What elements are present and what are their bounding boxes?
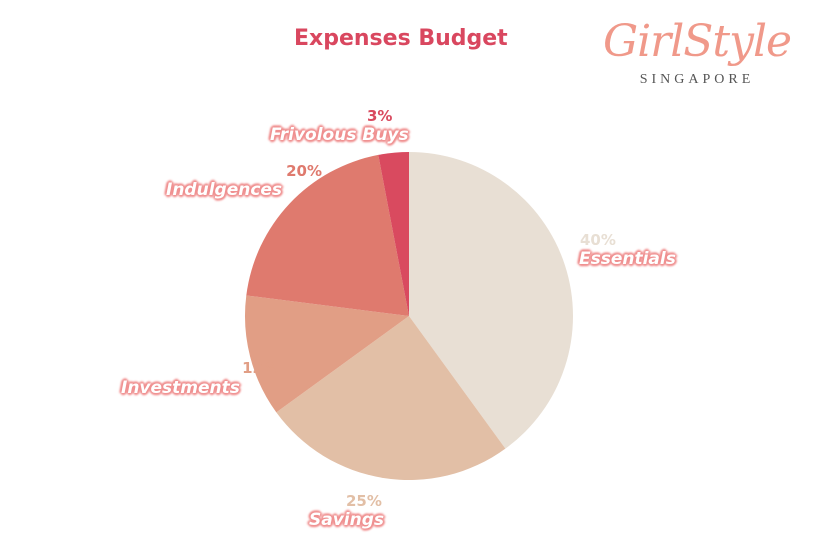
value-label: 25% (346, 492, 382, 510)
pie-slice-savings (276, 316, 506, 480)
pie-slice-indulgences (246, 154, 409, 316)
category-label: Frivolous Buys (270, 125, 409, 145)
category-label: Essentials (579, 249, 676, 269)
value-label: 12% (242, 359, 278, 377)
chart-title: Expenses Budget (294, 26, 508, 51)
logo-subtitle: SINGAPORE (639, 72, 755, 87)
category-label: Indulgences (166, 180, 283, 200)
value-label: 20% (286, 162, 322, 180)
value-label: 40% (580, 231, 616, 249)
girlstyle-logo: GirlStyle SINGAPORE (592, 14, 802, 88)
pie-slice-essentials (409, 152, 573, 449)
logo-script: GirlStyle (602, 16, 792, 67)
category-label: Savings (309, 510, 385, 530)
pie-slice-frivolous-buys (378, 152, 409, 316)
value-label: 3% (367, 107, 393, 125)
pie-slice-investments (245, 295, 409, 413)
category-label: Investments (121, 378, 240, 398)
